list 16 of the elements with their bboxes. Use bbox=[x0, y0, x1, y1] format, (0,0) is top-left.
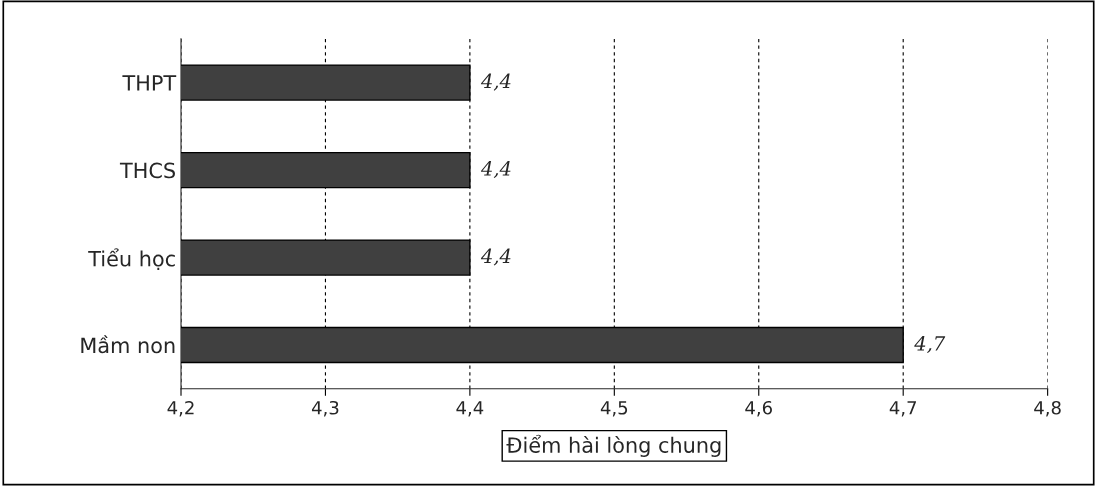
x-tick-label: 4,5 bbox=[600, 401, 628, 417]
data-label: 4,4 bbox=[480, 73, 511, 91]
x-axis-title: Điểm hài lòng chung bbox=[506, 434, 721, 457]
x-tick-label: 4,3 bbox=[311, 400, 339, 417]
data-label: 4,7 bbox=[914, 335, 946, 354]
x-tick-label: 4,6 bbox=[745, 400, 772, 417]
x-tick-label: 4,2 bbox=[167, 400, 194, 417]
y-tick-label: Tiểu học bbox=[88, 248, 175, 271]
x-tick-label: 4,4 bbox=[456, 401, 484, 417]
y-tick-label: Mầm non bbox=[81, 335, 175, 354]
data-label: 4,4 bbox=[480, 161, 511, 179]
y-tick-label: THPT bbox=[122, 75, 177, 91]
data-label: 4,4 bbox=[480, 248, 511, 266]
y-tick-label: THCS bbox=[119, 162, 175, 179]
x-tick-label: 4,8 bbox=[1034, 400, 1061, 417]
x-tick-label: 4,7 bbox=[889, 401, 917, 417]
